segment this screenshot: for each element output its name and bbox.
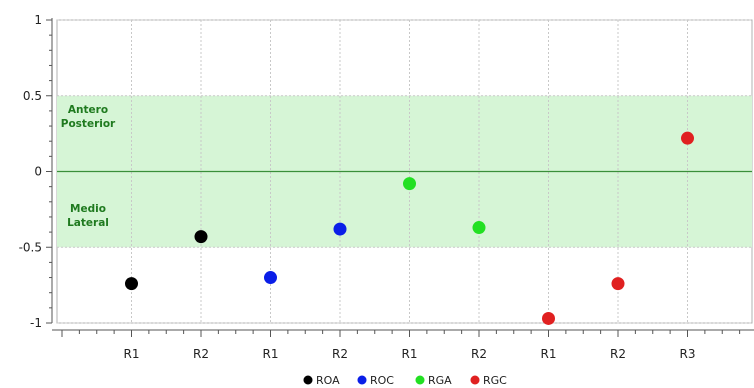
x-tick-label: R1 [124,347,140,361]
data-point-rgc [611,277,625,291]
data-point-rga [403,177,416,191]
axis-layer: 1 0.5 0 -0.5 -1 R1 R2 R1 R2 R1 R2 R1 R2 R3 [19,13,754,361]
legend-marker-roc [357,375,367,385]
x-tick-label: R2 [193,347,209,361]
y-tick-label: 1 [34,13,42,27]
points-layer [125,131,694,325]
legend-label-rga: RGA [428,374,452,387]
data-point-rgc [681,131,694,145]
data-point-roc [333,222,347,236]
band-annotation-medio-lateral: Lateral [67,217,109,229]
legend: ROA ROC RGA RGC [303,374,507,387]
x-tick-label: R1 [402,347,418,361]
y-tick-label: 0 [34,165,42,179]
data-point-rgc [542,311,555,325]
x-tick-label: R2 [471,347,487,361]
legend-label-roa: ROA [316,374,340,387]
data-point-roa [194,230,208,244]
legend-marker-rgc [470,375,480,385]
data-point-roa [125,277,138,291]
legend-marker-rga [415,375,425,385]
y-tick-label: -1 [30,316,42,330]
x-tick-label: R2 [332,347,348,361]
x-tick-label: R2 [610,347,626,361]
band-annotation-antero-posterior: Antero [68,104,108,116]
y-tick-label: 0.5 [23,89,42,103]
legend-label-rgc: RGC [483,374,507,387]
band-annotation-antero-posterior: Posterior [61,118,116,130]
annotation-layer: Antero Posterior Medio Lateral [61,104,116,229]
x-tick-label: R1 [263,347,279,361]
data-point-roc [264,271,277,285]
x-tick-label: R3 [680,347,696,361]
data-point-rga [472,221,486,235]
band-annotation-medio-lateral: Medio [70,203,106,215]
grid-layer [57,19,752,324]
y-tick-label: -0.5 [19,240,42,254]
legend-marker-roa [303,375,313,385]
legend-label-roc: ROC [370,374,394,387]
x-tick-label: R1 [541,347,557,361]
